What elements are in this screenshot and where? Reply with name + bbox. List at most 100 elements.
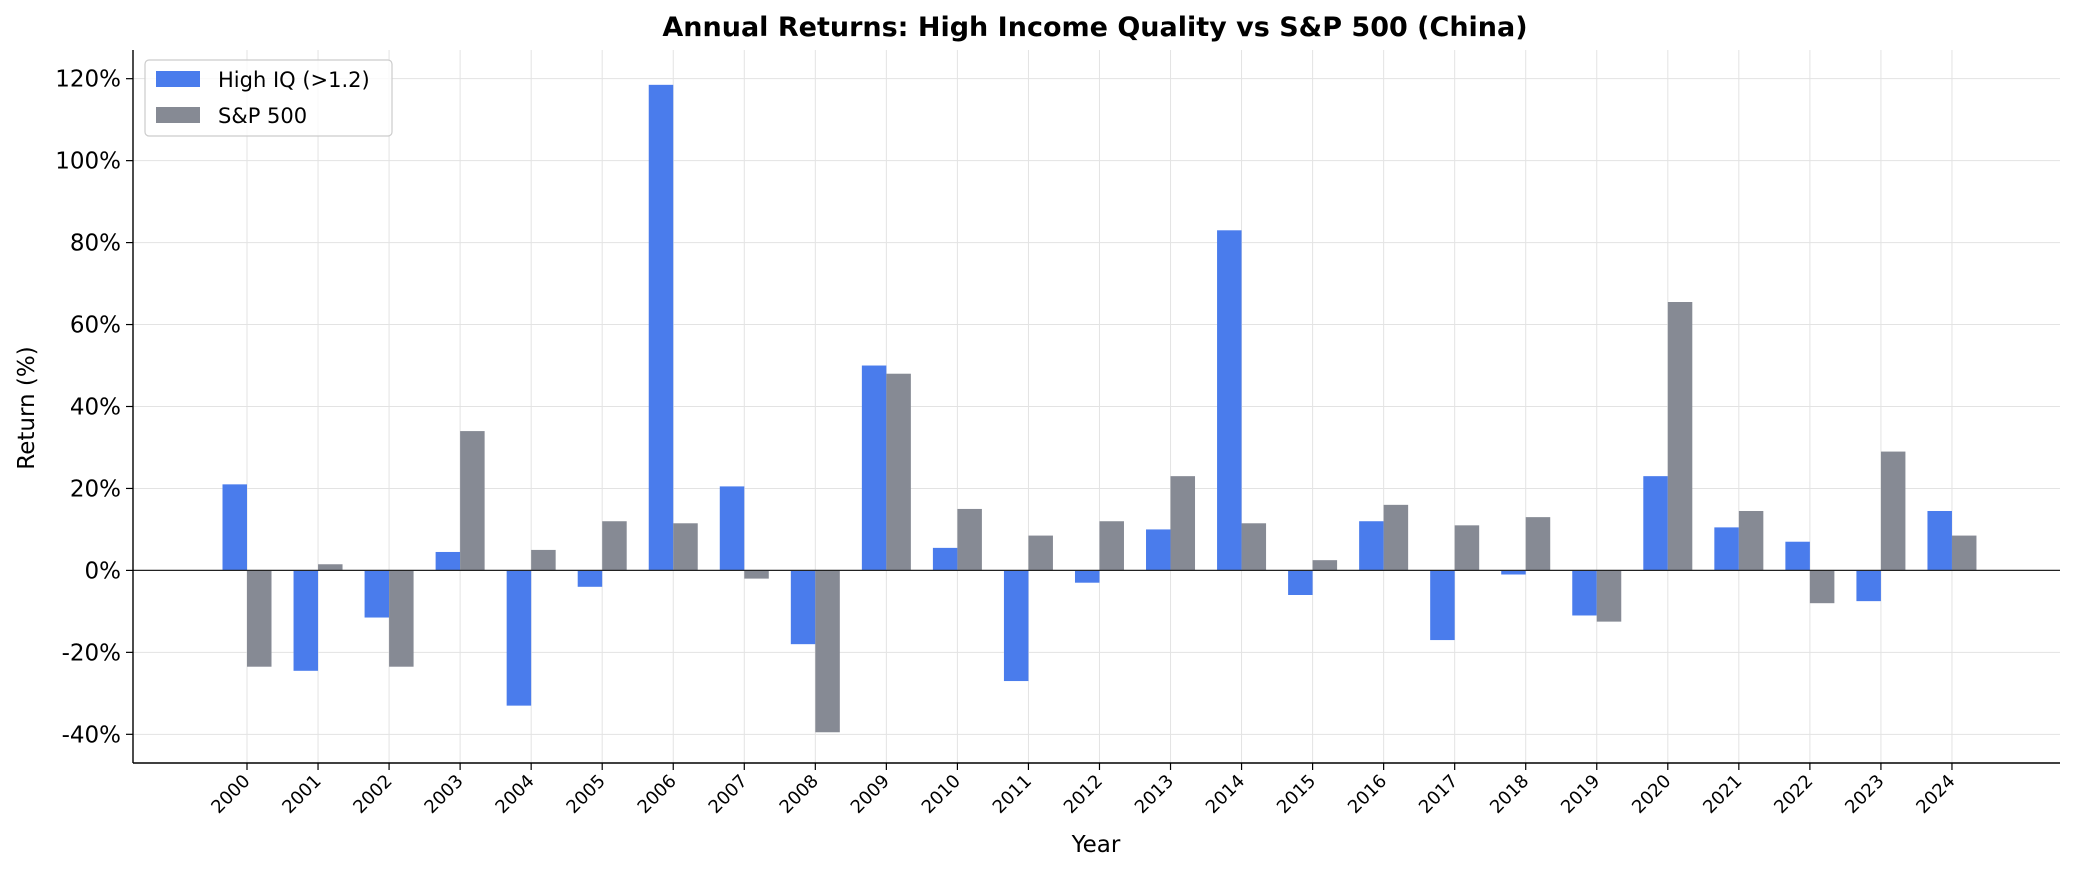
bar-high-iq: [1572, 570, 1597, 616]
bar-high-iq: [1430, 570, 1455, 641]
bar-sp500: [1667, 302, 1693, 571]
x-tick-label: 2007: [705, 771, 752, 818]
legend-frame: [144, 59, 393, 137]
y-tick-label: -40%: [62, 722, 121, 748]
y-tick-label: 80%: [70, 231, 121, 257]
x-tick-label: 2006: [634, 771, 681, 818]
bar-high-iq: [364, 570, 390, 618]
x-tick-label: 2011: [989, 771, 1036, 818]
bar-high-iq: [1288, 570, 1313, 595]
bar-high-iq: [1217, 230, 1242, 571]
bar-sp500: [1312, 560, 1338, 571]
x-tick-label: 2001: [278, 771, 325, 818]
chart-title: Annual Returns: High Income Quality vs S…: [662, 12, 1527, 43]
bar-sp500: [1880, 451, 1906, 571]
grid-lines: [133, 50, 2060, 763]
x-tick-label: 2014: [1202, 771, 1249, 818]
x-tick-label: 2008: [776, 771, 823, 818]
bar-sp500: [1383, 504, 1409, 571]
x-tick-label: 2015: [1273, 771, 1320, 818]
bar-sp500: [957, 508, 982, 571]
bar-sp500: [531, 549, 556, 571]
bar-sp500: [1525, 517, 1551, 571]
bar-high-iq: [293, 570, 319, 671]
bar-sp500: [318, 564, 343, 571]
x-tick-label: 2020: [1628, 771, 1675, 818]
legend-label-high-iq: High IQ (>1.2): [218, 68, 370, 92]
legend-swatch-high-iq: [156, 71, 200, 87]
y-tick-label: 120%: [55, 67, 121, 93]
bar-sp500: [460, 431, 485, 571]
bar-high-iq: [1785, 541, 1810, 571]
x-tick-label: 2003: [420, 771, 467, 818]
bar-sp500: [602, 521, 627, 571]
bar-high-iq: [1359, 521, 1384, 571]
y-tick-label: 100%: [55, 149, 121, 175]
bar-sp500: [1099, 521, 1124, 571]
legend-label-sp500: S&P 500: [218, 104, 307, 128]
x-tick-label: 2012: [1060, 771, 1107, 818]
bar-sp500: [815, 570, 840, 733]
bar-high-iq: [222, 484, 247, 571]
bar-sp500: [1951, 535, 1977, 571]
y-tick-label: 40%: [70, 395, 121, 421]
x-tick-labels: 2000 2001 2002 2003 2004 2005 2006 2007 2008 2009…: [207, 771, 1959, 818]
bars: [222, 84, 1977, 733]
bar-high-iq: [1074, 570, 1100, 583]
x-tick-label: 2009: [847, 771, 894, 818]
bar-sp500: [1809, 570, 1835, 604]
bar-sp500: [1028, 535, 1053, 571]
bar-high-iq: [719, 486, 745, 571]
axes: [126, 50, 2060, 770]
x-tick-label: 2024: [1912, 771, 1959, 818]
bar-sp500: [1596, 570, 1622, 622]
x-tick-label: 2017: [1415, 771, 1462, 818]
bar-high-iq: [861, 365, 887, 571]
bar-high-iq: [1856, 570, 1881, 602]
bar-high-iq: [1003, 570, 1029, 682]
bar-high-iq: [506, 570, 532, 706]
y-axis-label: Return (%): [14, 346, 40, 469]
bar-high-iq: [790, 570, 816, 645]
x-tick-label: 2022: [1770, 771, 1817, 818]
bar-sp500: [1241, 523, 1267, 571]
bar-high-iq: [932, 547, 958, 571]
bar-high-iq: [1927, 510, 1952, 571]
x-tick-label: 2005: [562, 771, 609, 818]
y-tick-label: 0%: [85, 558, 122, 584]
x-tick-label: 2004: [491, 771, 538, 818]
x-tick-label: 2018: [1486, 771, 1533, 818]
x-tick-label: 2016: [1344, 771, 1391, 818]
x-tick-label: 2010: [918, 771, 965, 818]
legend-swatch-sp500: [156, 107, 200, 123]
x-tick-label: 2021: [1699, 771, 1746, 818]
bar-high-iq: [435, 551, 461, 571]
x-axis-label: Year: [1071, 832, 1121, 858]
legend: High IQ (>1.2) S&P 500: [144, 59, 393, 137]
y-tick-label: -20%: [62, 640, 121, 666]
y-tick-label: 20%: [70, 476, 121, 502]
bar-sp500: [886, 373, 911, 571]
bar-high-iq: [577, 570, 603, 587]
bar-high-iq: [1714, 527, 1739, 571]
x-tick-label: 2002: [349, 771, 396, 818]
bar-high-iq: [1146, 529, 1171, 571]
bar-sp500: [744, 570, 769, 579]
bar-high-iq: [1501, 570, 1526, 575]
x-tick-label: 2013: [1131, 771, 1178, 818]
bar-sp500: [673, 523, 698, 571]
bar-high-iq: [1643, 476, 1668, 571]
x-tick-label: 2023: [1841, 771, 1888, 818]
bar-high-iq: [648, 84, 674, 571]
bar-sp500: [1738, 510, 1764, 571]
x-tick-label: 2000: [207, 771, 254, 818]
bar-sp500: [1170, 476, 1196, 571]
bar-sp500: [389, 570, 414, 667]
x-tick-label: 2019: [1557, 771, 1604, 818]
bar-sp500: [247, 570, 272, 667]
y-tick-labels: -40% -20% 0% 20% 40% 60% 80% 100% 120%: [55, 67, 121, 749]
bar-sp500: [1454, 525, 1480, 571]
y-tick-label: 60%: [70, 313, 121, 339]
